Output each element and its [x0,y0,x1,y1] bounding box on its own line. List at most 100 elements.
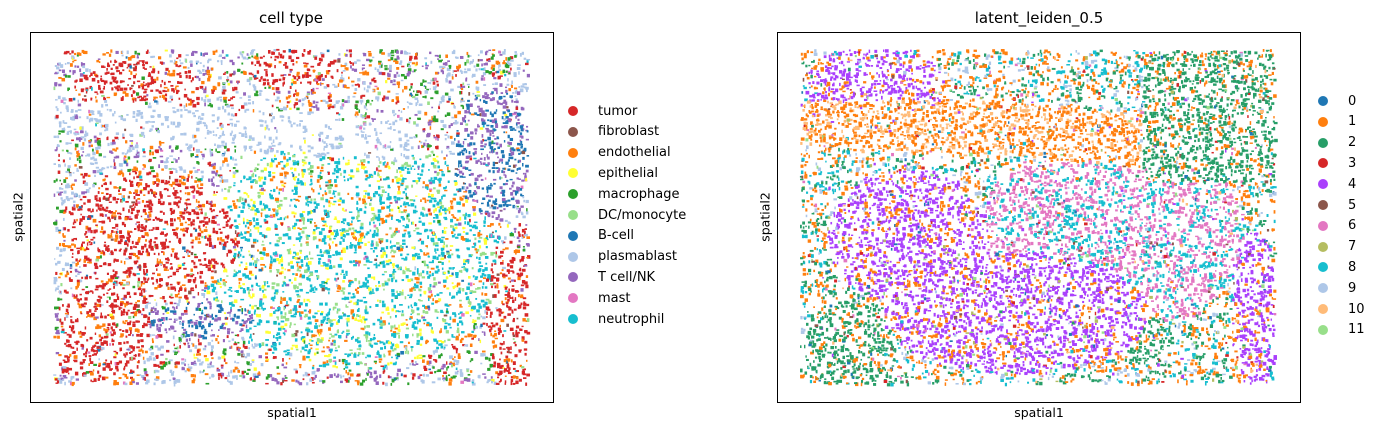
scatter-point [493,182,496,185]
scatter-point [196,184,199,188]
scatter-point [116,88,120,92]
scatter-point [222,264,224,268]
scatter-point [163,161,168,164]
scatter-point [313,229,316,231]
scatter-point [219,135,222,138]
scatter-point [283,74,287,76]
scatter-point [284,174,287,177]
scatter-point [341,269,344,273]
scatter-point [184,250,186,253]
scatter-point [98,87,101,90]
scatter-point [56,206,59,210]
scatter-point [394,176,398,179]
scatter-point [408,120,411,124]
scatter-point [321,78,325,81]
scatter-point [473,148,478,150]
scatter-point [268,145,272,149]
scatter-point [78,116,82,119]
scatter-point [521,234,524,238]
scatter-point [310,65,315,68]
scatter-point [96,93,99,95]
scatter-point [357,245,362,249]
scatter-point [190,273,193,276]
scatter-point [83,50,88,55]
scatter-point [460,83,463,88]
scatter-point [508,62,512,67]
scatter-point [176,236,179,239]
scatter-point [467,133,470,137]
scatter-point [365,108,368,111]
scatter-point [390,208,394,212]
scatter-point [270,256,273,261]
scatter-point [202,223,205,227]
scatter-point [174,253,178,257]
scatter-point [183,93,188,98]
scatter-point [136,113,140,117]
scatter-point [142,81,145,84]
scatter-point [324,153,327,157]
scatter-point [441,150,443,154]
scatter-point [266,79,269,82]
scatter-point [526,255,531,259]
scatter-point [204,258,207,261]
scatter-point [358,237,361,241]
scatter-point [359,72,363,74]
scatter-point [201,113,204,116]
scatter-point [131,55,136,59]
scatter-point [396,50,399,54]
scatter-point [274,197,279,202]
scatter-point [137,153,140,158]
scatter-point [263,82,266,85]
scatter-point [292,159,295,163]
scatter-point [234,163,238,166]
scatter-point [463,186,466,190]
scatter-point [343,210,347,212]
scatter-point [212,230,216,234]
scatter-point [80,247,85,251]
scatter-point [98,187,101,190]
scatter-point [101,65,105,68]
scatter-point [465,260,469,262]
scatter-point [141,111,143,115]
scatter-point [80,205,83,208]
scatter-point [200,211,203,215]
scatter-point [492,163,496,167]
scatter-point [286,158,289,162]
scatter-point [360,114,363,118]
scatter-point [499,186,503,190]
scatter-point [268,86,271,89]
scatter-point [516,201,519,204]
scatter-point [100,75,103,78]
scatter-point [144,225,147,228]
scatter-point [144,98,149,101]
scatter-point [281,266,284,270]
scatter-point [492,87,496,90]
scatter-point [320,58,323,62]
scatter-point [491,91,494,94]
scatter-point [73,237,77,240]
scatter-point [171,50,174,54]
scatter-point [302,137,306,140]
scatter-point [301,263,304,267]
scatter-point [193,227,196,230]
scatter-point [391,245,395,247]
scatter-point [143,187,147,191]
scatter-point [437,55,439,58]
scatter-point [271,160,275,163]
scatter-point [58,242,62,247]
scatter-point [304,156,308,159]
scatter-point [215,134,218,137]
scatter-point [500,191,503,194]
scatter-point [297,257,301,260]
scatter-point [199,275,202,279]
scatter-point [329,260,332,264]
scatter-point [377,165,380,168]
scatter-point [161,142,165,144]
scatter-point [510,231,513,234]
scatter-point [490,182,492,185]
scatter-point [89,110,94,113]
scatter-point [264,126,267,131]
scatter-point [461,149,466,152]
scatter-point [168,175,171,180]
scatter-point [117,240,122,245]
